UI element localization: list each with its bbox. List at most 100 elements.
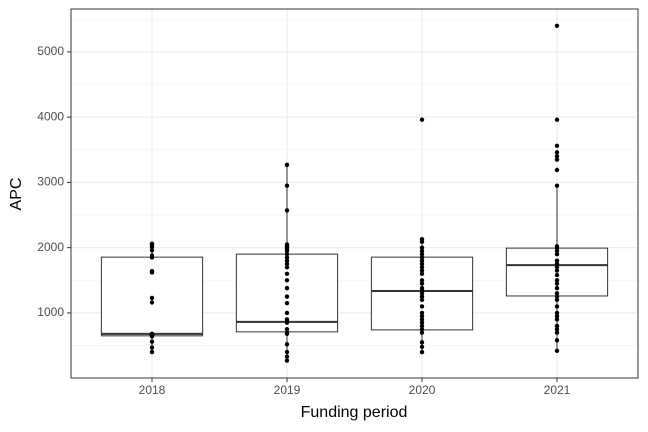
point — [284, 271, 290, 276]
point — [554, 330, 560, 335]
point — [554, 297, 560, 303]
point — [419, 330, 425, 335]
point — [554, 338, 560, 343]
point — [419, 255, 425, 260]
point — [419, 261, 425, 267]
point — [554, 265, 560, 270]
point — [284, 162, 290, 167]
point — [149, 334, 155, 339]
point — [554, 317, 560, 322]
point — [554, 348, 560, 353]
point — [419, 271, 425, 276]
point — [284, 248, 290, 254]
point — [284, 255, 290, 260]
point — [554, 268, 560, 273]
point — [284, 320, 290, 325]
point — [284, 183, 290, 188]
point — [554, 117, 560, 122]
point — [419, 297, 425, 303]
point — [419, 245, 425, 250]
point — [284, 310, 290, 316]
point — [284, 342, 290, 347]
point — [284, 349, 290, 355]
point — [149, 339, 155, 344]
y-tick-label: 2000 — [37, 240, 64, 254]
x-tick-label: 2018 — [139, 383, 166, 397]
point — [554, 327, 560, 332]
point — [284, 208, 290, 213]
point — [419, 294, 425, 299]
point — [554, 251, 560, 257]
y-axis-title: APC — [8, 178, 25, 211]
point — [419, 327, 425, 332]
point — [554, 310, 560, 316]
x-tick-label: 2019 — [274, 383, 301, 397]
point — [419, 248, 425, 254]
point — [419, 323, 425, 329]
point — [419, 291, 425, 296]
point — [554, 281, 560, 286]
x-tick-label: 2020 — [409, 383, 436, 397]
point — [554, 323, 560, 329]
point — [419, 265, 425, 270]
point — [149, 248, 155, 253]
point — [419, 281, 425, 286]
point — [419, 117, 425, 122]
point — [284, 358, 290, 363]
point — [149, 349, 155, 355]
point — [554, 183, 560, 188]
point — [554, 154, 560, 159]
point — [419, 251, 425, 257]
point — [419, 340, 425, 345]
point — [419, 258, 425, 263]
point — [149, 295, 155, 301]
point — [284, 285, 290, 291]
point — [554, 294, 560, 299]
y-tick-label: 5000 — [37, 44, 64, 58]
point — [284, 265, 290, 270]
point — [419, 344, 425, 350]
point — [419, 304, 425, 309]
point — [554, 23, 560, 28]
point — [419, 278, 425, 283]
point — [149, 244, 155, 250]
point — [554, 157, 560, 162]
point — [419, 268, 425, 273]
point — [554, 278, 560, 283]
point — [419, 313, 425, 319]
x-tick-label: 2021 — [544, 383, 571, 397]
point — [554, 167, 560, 173]
point — [554, 143, 560, 149]
point — [419, 239, 425, 244]
point — [419, 320, 425, 325]
point — [419, 317, 425, 322]
point — [554, 285, 560, 291]
point — [284, 278, 290, 283]
point — [554, 248, 560, 254]
point — [149, 270, 155, 275]
point — [149, 345, 155, 350]
point — [554, 291, 560, 296]
y-tick-label: 3000 — [37, 175, 64, 189]
point — [284, 261, 290, 267]
x-axis-title: Funding period — [301, 404, 408, 421]
point — [284, 327, 290, 332]
point — [284, 354, 290, 359]
point — [419, 349, 425, 355]
point — [554, 258, 560, 263]
panel-border — [70, 8, 639, 379]
point — [284, 331, 290, 337]
point — [554, 304, 560, 309]
y-tick-label: 1000 — [37, 305, 64, 319]
point — [554, 272, 560, 278]
point — [419, 310, 425, 316]
point — [149, 300, 155, 305]
point — [149, 255, 155, 260]
point — [284, 294, 290, 299]
point — [284, 251, 290, 257]
point — [554, 150, 560, 155]
point — [554, 313, 560, 319]
point — [284, 258, 290, 263]
